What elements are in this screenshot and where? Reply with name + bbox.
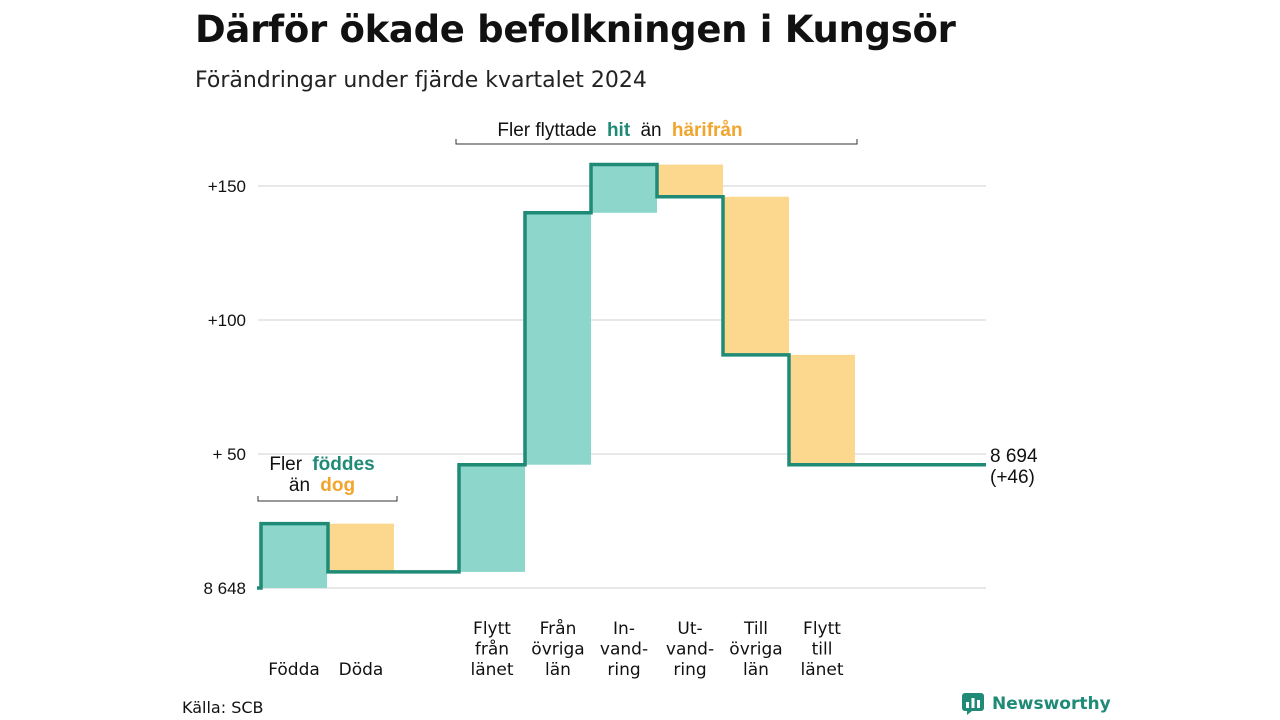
brand-name: Newsworthy <box>992 694 1111 714</box>
step-line <box>257 162 986 590</box>
chart-subtitle: Förändringar under fjärde kvartalet 2024 <box>195 68 647 93</box>
migration-annotation-text: Fler flyttade hit än härifrån <box>497 120 742 141</box>
category-label: Ut- <box>677 619 702 639</box>
migration-mid-text: än <box>640 120 661 141</box>
newsworthy-logo-icon <box>962 693 984 715</box>
y-tick-label: 8 648 <box>203 579 246 598</box>
category-label: från <box>475 639 509 660</box>
category-label: Flytt <box>473 619 511 639</box>
natural-annotation-line2: än dog <box>289 475 355 496</box>
category-label: Till <box>743 619 768 639</box>
y-tick-label: +150 <box>208 177 246 196</box>
category-label-layer: Födda DödaFlyttfrånlänetFrånövrigalänIn-v… <box>268 618 844 680</box>
waterfall-bar <box>723 196 789 355</box>
waterfall-bar <box>657 164 723 197</box>
natural-annotation: Fler föddes än dog <box>257 454 398 502</box>
natural-highlight-in: föddes <box>312 454 374 475</box>
migration-annotation: Fler flyttade hit än härifrån <box>455 120 858 145</box>
end-change-label: (+46) <box>990 467 1035 488</box>
natural-pre-text: Fler <box>269 454 302 475</box>
category-label: ring <box>607 660 640 680</box>
migration-pre-text: Fler flyttade <box>497 120 596 141</box>
waterfall-bar <box>459 464 525 572</box>
migration-highlight-out: härifrån <box>672 120 743 141</box>
migration-bracket <box>455 139 858 145</box>
category-label: länet <box>800 660 843 680</box>
y-tick-layer: 8 648 + 50 +100 +150 <box>203 177 246 598</box>
natural-mid-text: än <box>289 475 310 496</box>
category-label: vand- <box>666 640 714 660</box>
category-label: till <box>812 640 833 660</box>
category-label: Från <box>540 618 577 639</box>
waterfall-bar <box>789 354 855 465</box>
category-label: län <box>545 660 571 680</box>
source-note: Källa: SCB <box>182 698 264 717</box>
waterfall-bar <box>328 523 394 572</box>
y-tick-label: + 50 <box>212 445 246 464</box>
category-label: ring <box>673 660 706 680</box>
waterfall-bar <box>261 523 327 588</box>
waterfall-bar <box>591 164 657 213</box>
step-line-layer <box>257 162 986 590</box>
brand: Newsworthy <box>962 693 1111 715</box>
category-label: vand- <box>600 640 648 660</box>
category-label: Födda <box>268 660 320 680</box>
category-label: Döda <box>339 660 384 680</box>
category-label: övriga <box>729 640 782 660</box>
chart-title: Därför ökade befolkningen i Kungsör <box>195 8 956 51</box>
natural-annotation-line1: Fler föddes <box>269 454 374 475</box>
waterfall-bar <box>525 212 591 465</box>
end-total-label: 8 694 <box>990 446 1038 467</box>
category-label: In- <box>613 619 635 639</box>
natural-highlight-out: dog <box>320 475 355 496</box>
migration-highlight-in: hit <box>607 120 631 141</box>
category-label: Flytt <box>803 619 841 639</box>
y-tick-label: +100 <box>208 311 246 330</box>
natural-bracket <box>257 496 398 502</box>
category-label: länet <box>470 660 513 680</box>
category-label: övriga <box>531 640 584 660</box>
category-label: län <box>743 660 769 680</box>
bar-layer <box>261 164 855 588</box>
